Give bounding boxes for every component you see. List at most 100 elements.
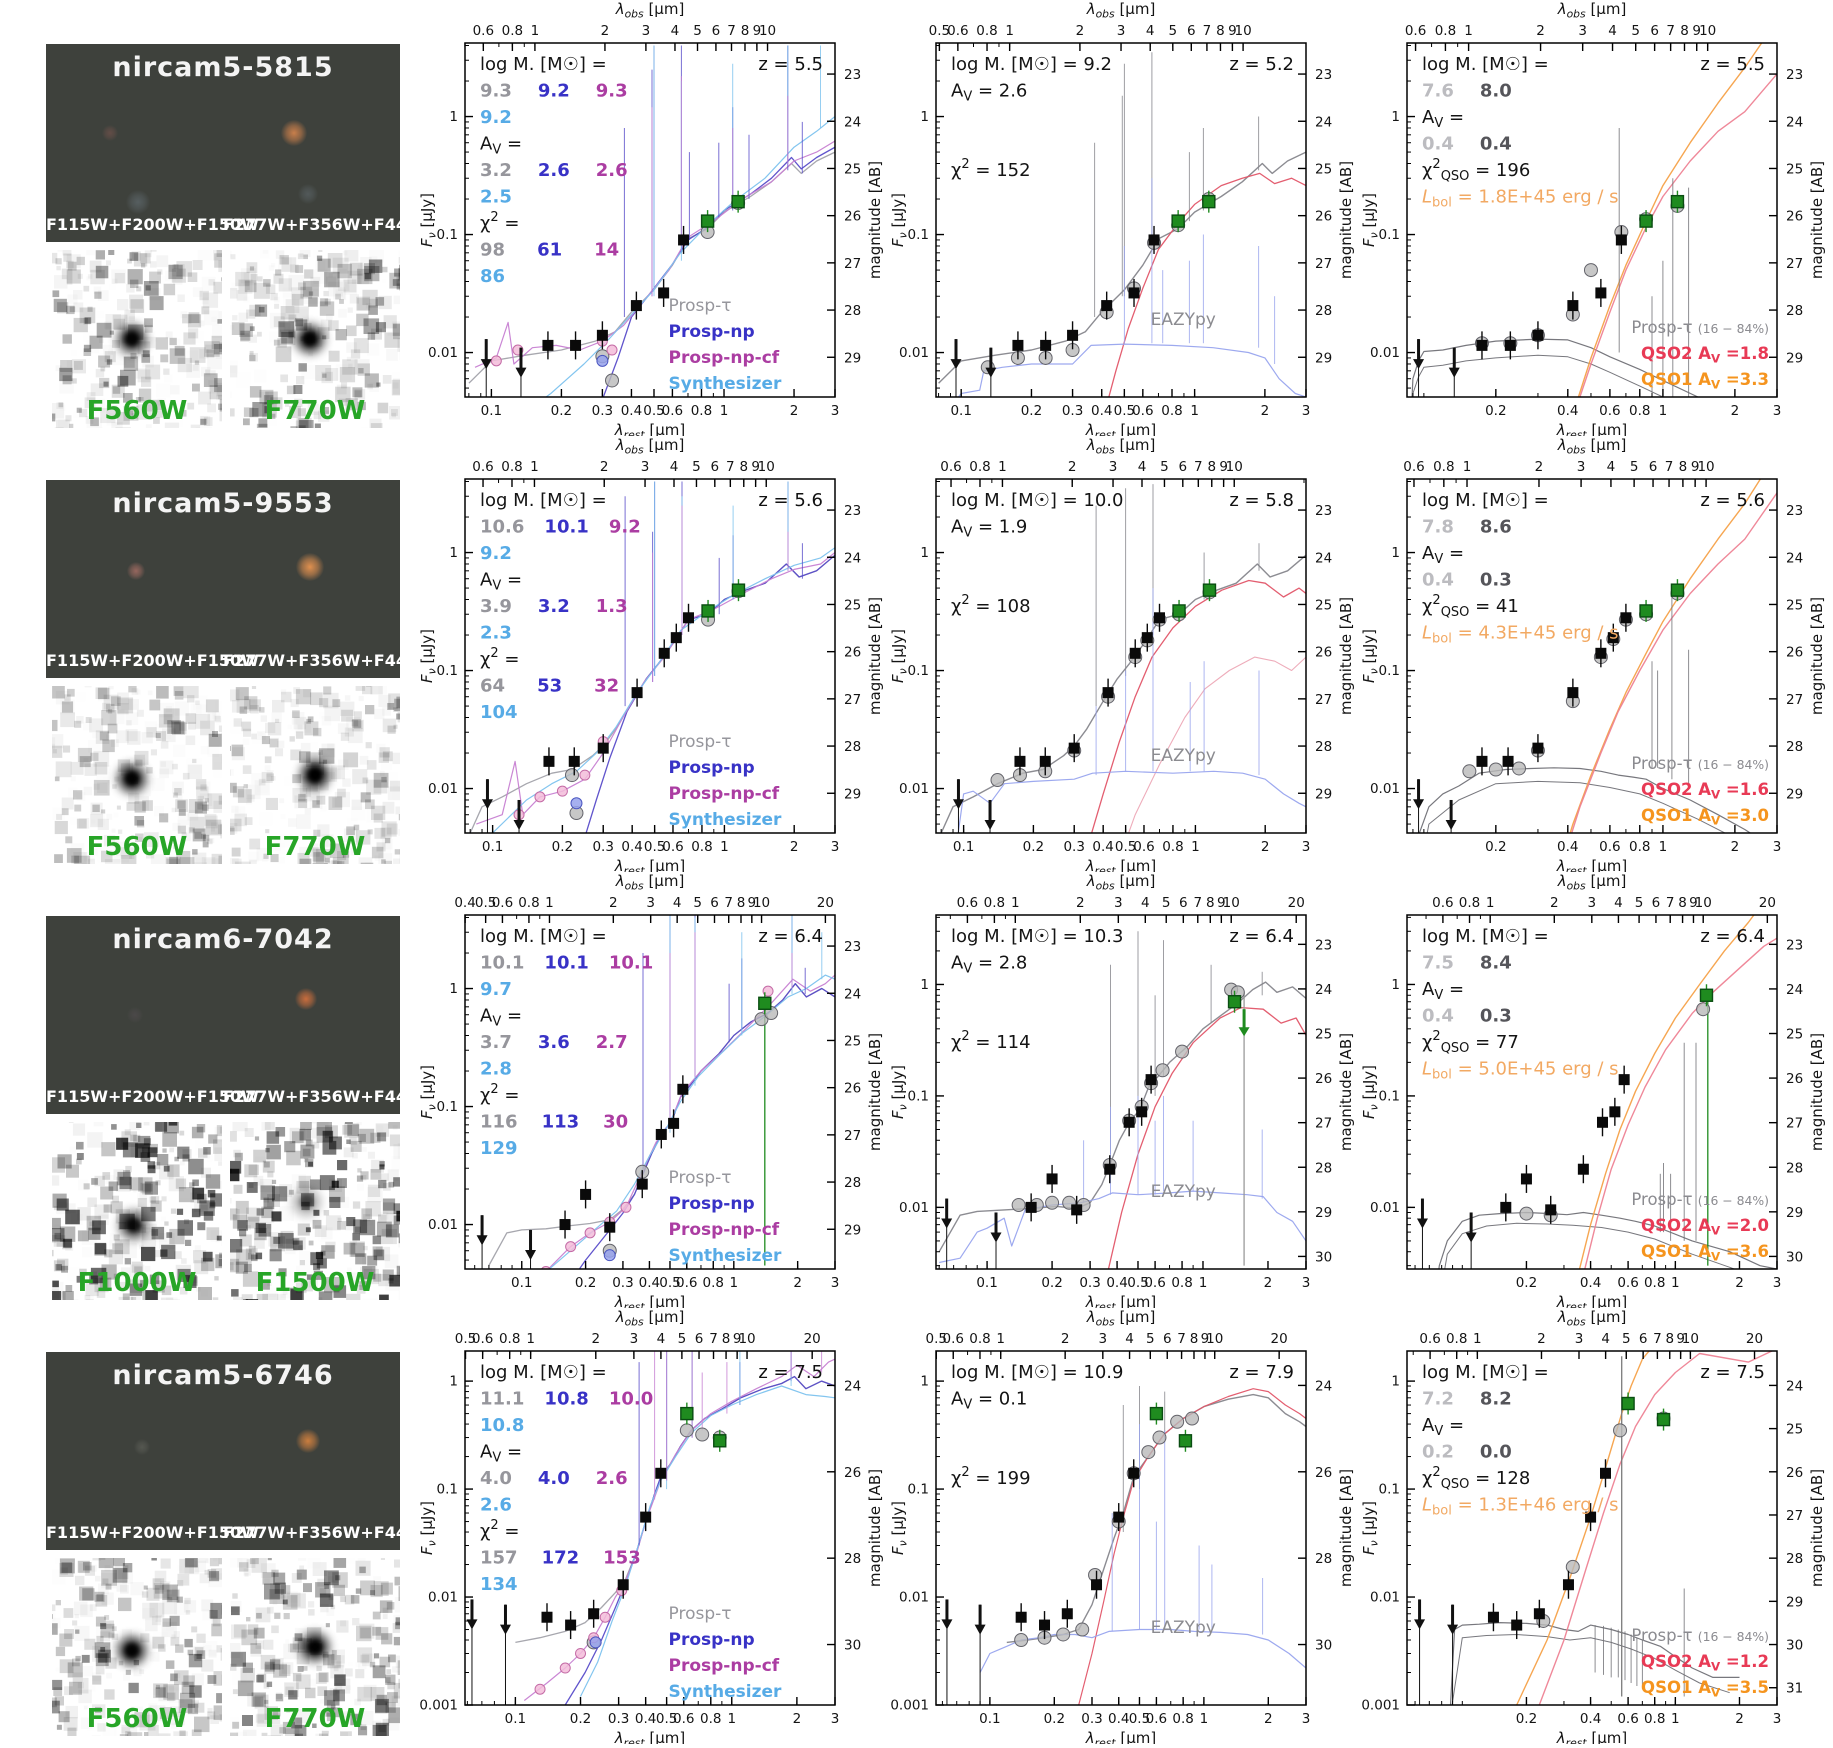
legend-entry: Prosp-np-cf — [669, 784, 780, 804]
observed-photometry-square — [570, 340, 581, 351]
x-tick-label: 1 — [1659, 403, 1668, 419]
mag-tick-label: 27 — [1786, 1116, 1803, 1132]
x-obs-tick-label: 3 — [641, 459, 650, 475]
observed-photometry-square — [1130, 648, 1141, 659]
x-tick-label: 0.3 — [1062, 403, 1083, 419]
x-tick-label: 0.3 — [592, 839, 613, 855]
left-axis-label: Fν [μJy] — [420, 193, 438, 247]
x-tick-label: 0.2 — [1516, 1275, 1537, 1291]
x-tick-label: 0.2 — [1485, 839, 1506, 855]
x-tick-label: 2 — [1261, 403, 1270, 419]
x-obs-tick-label: 7 — [1177, 1331, 1186, 1347]
mag-tick-label: 28 — [844, 1175, 861, 1191]
mag-tick-label: 26 — [844, 1465, 861, 1481]
x-tick-label: 0.2 — [575, 1275, 596, 1291]
x-obs-tick-label: 1 — [531, 23, 540, 39]
y-tick-label: 0.1 — [437, 1482, 458, 1498]
miri-cutout: F770W — [230, 250, 400, 428]
rgb-filter-label: F115W+F200W+F150W — [46, 1523, 223, 1542]
bottom-axis-label: λrest [μm] — [614, 857, 685, 872]
x-tick-label: 0.1 — [953, 839, 974, 855]
observed-photometry-square — [542, 340, 553, 351]
observed-photometry-square — [580, 1189, 591, 1200]
x-tick-label: 1 — [1199, 1275, 1208, 1291]
x-obs-tick-label: 8 — [1678, 895, 1687, 911]
x-obs-tick-label: 4 — [673, 895, 682, 911]
x-tick-label: 0.4 — [1580, 1711, 1601, 1727]
x-tick-label: 0.3 — [592, 403, 613, 419]
x-obs-tick-label: 7 — [726, 459, 735, 475]
y-tick-label: 1 — [1391, 977, 1400, 993]
fit-annotation: 2.6 — [480, 1495, 512, 1516]
x-obs-tick-label: 6 — [712, 23, 721, 39]
observed-photometry-square — [658, 287, 669, 298]
observed-photometry-square — [1563, 1579, 1574, 1590]
mag-tick-label: 24 — [844, 550, 861, 566]
mag-tick-label: 26 — [844, 645, 861, 661]
legend-entry: Prosp-np — [669, 758, 755, 778]
fit-annotation: Lbol = 4.3E+45 erg / s — [1422, 623, 1619, 647]
miri-photometry-square — [732, 584, 744, 596]
mag-tick-label: 23 — [844, 939, 861, 955]
x-obs-tick-label: 6 — [1179, 459, 1188, 475]
mag-tick-label: 24 — [1315, 550, 1332, 566]
x-obs-tick-label: 4 — [1125, 1331, 1134, 1347]
x-obs-tick-label: 6 — [1652, 895, 1661, 911]
x-obs-tick-label: 8 — [737, 895, 746, 911]
observed-photometry-square — [1567, 300, 1578, 311]
x-tick-label: 0.4 — [1557, 403, 1578, 419]
npcf-photometry-circle — [535, 792, 545, 802]
redshift-label: z = 5.6 — [1700, 490, 1765, 511]
observed-photometry-square — [1040, 340, 1051, 351]
npcf-photometry-circle — [535, 1684, 545, 1694]
x-obs-tick-label: 2 — [591, 1331, 600, 1347]
source-title: nircam5-9553 — [46, 488, 400, 519]
np-photometry-circle — [571, 798, 582, 809]
observed-photometry-square — [1113, 1512, 1124, 1523]
top-axis-label: λobs [μm] — [1086, 872, 1156, 892]
x-obs-tick-label: 4 — [1614, 895, 1623, 911]
legend-entry: Synthesizer — [669, 374, 783, 394]
right-axis-label: magnitude [AB] — [1808, 1469, 1826, 1587]
x-obs-tick-label: 5 — [692, 459, 701, 475]
x-obs-tick-label: 2 — [609, 895, 618, 911]
fit-annotation: log M. [M☉] = 10.9 — [951, 1362, 1123, 1383]
observed-photometry-square — [1104, 1164, 1115, 1175]
bottom-axis-label: λrest [μm] — [1556, 421, 1627, 436]
mag-tick-label: 23 — [1315, 503, 1332, 519]
observed-photometry-square — [1154, 612, 1165, 623]
fit-annotation: AV = — [1422, 543, 1464, 567]
observed-photometry-square — [1595, 287, 1606, 298]
x-tick-label: 0.8 — [1629, 839, 1650, 855]
source-blob — [281, 120, 307, 146]
x-tick-label: 0.2 — [1516, 1711, 1537, 1727]
mag-tick-label: 27 — [1315, 692, 1332, 708]
mag-tick-label: 24 — [1315, 982, 1332, 998]
observed-photometry-square — [1532, 330, 1543, 341]
source-blob — [296, 1429, 320, 1453]
bottom-axis-label: λrest [μm] — [1556, 857, 1627, 872]
mag-tick-label: 28 — [1315, 1551, 1332, 1567]
x-obs-tick-label: 10 — [1234, 23, 1251, 39]
y-tick-label: 0.1 — [1379, 663, 1400, 679]
miri-photometry-square — [681, 1408, 693, 1420]
observed-photometry-square — [677, 1084, 688, 1095]
observed-photometry-square — [631, 300, 642, 311]
mag-tick-label: 29 — [1315, 1205, 1332, 1221]
y-tick-label: 0.1 — [1379, 1088, 1400, 1104]
right-axis-label: magnitude [AB] — [1808, 161, 1826, 279]
observed-photometry-square — [1103, 687, 1114, 698]
miri-filter-label: F770W — [230, 832, 400, 862]
x-tick-label: 0.6 — [662, 403, 683, 419]
model-photometry-circle — [1513, 762, 1526, 775]
observed-photometry-square — [1488, 1612, 1499, 1623]
